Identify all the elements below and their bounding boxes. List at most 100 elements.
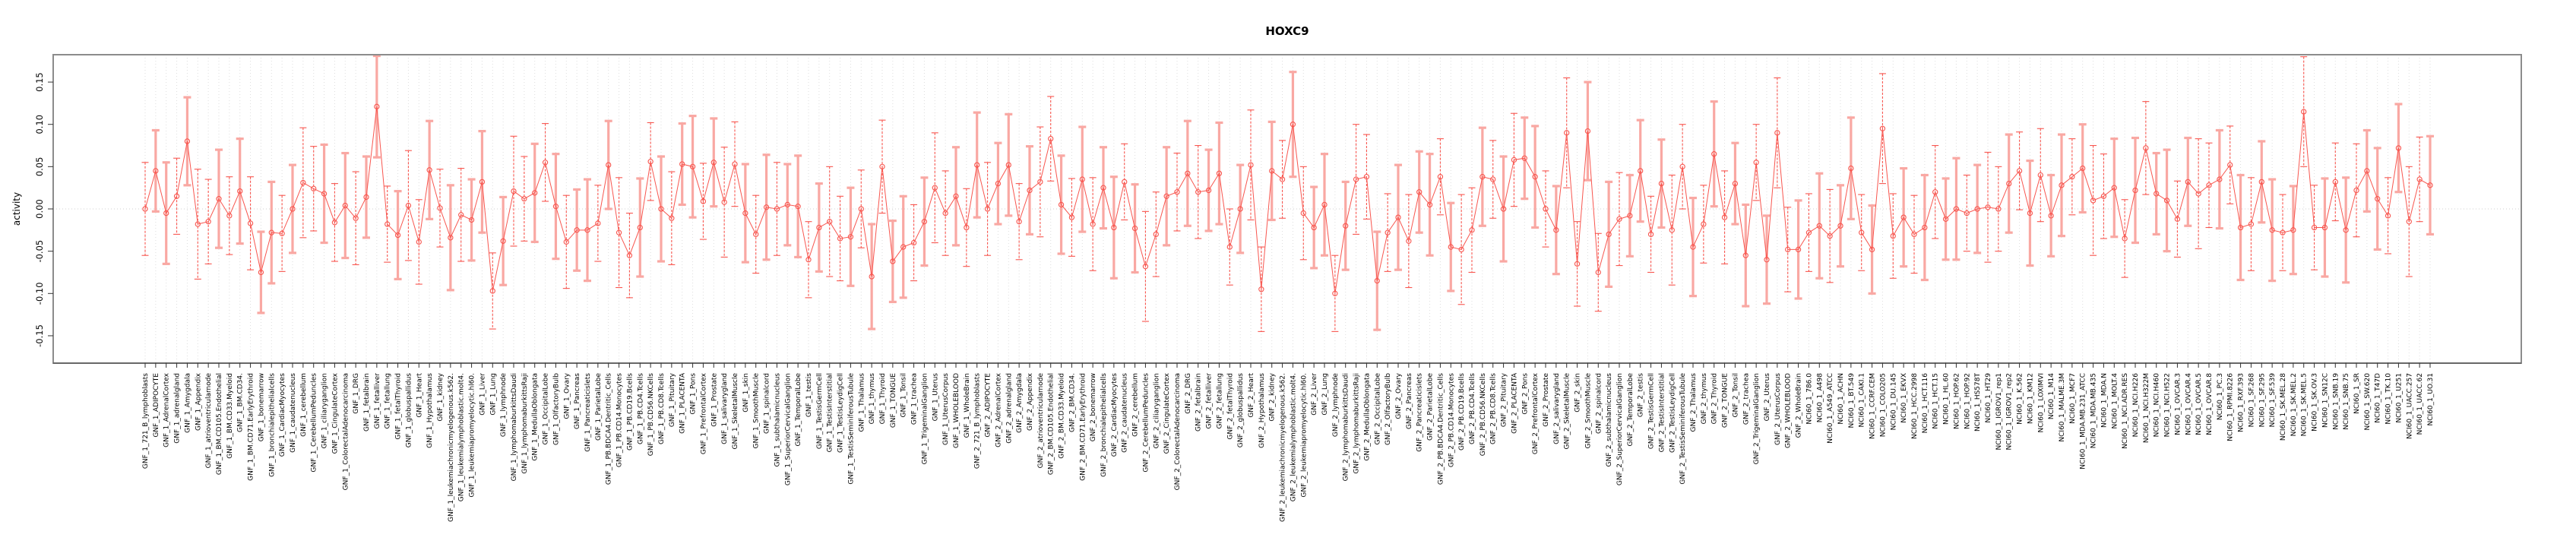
x-tick-label: NCI60_1_LOXIMVI (2037, 373, 2045, 432)
x-tick-label: GNF_1_BM.CD71.EarlyErythroid (248, 373, 255, 481)
y-tick-label: 0.05 (34, 157, 45, 177)
x-tick-label: GNF_1_trachea (911, 373, 919, 425)
x-tick-label: NCI60_1_HCT.15 (1932, 373, 1940, 429)
x-tick-label: GNF_2_TestisLeydigCell (1669, 373, 1676, 453)
x-tick-label: NCI60_1_SNB.19 (2332, 373, 2340, 430)
x-tick-label: GNF_2_salivarygland (1553, 373, 1561, 444)
x-tick-label: GNF_2_CardiacMyocytes (1111, 373, 1119, 457)
x-tick-label: GNF_2_TestisSeminiferousTubule (1679, 373, 1687, 485)
data-point (552, 204, 559, 210)
x-tick-label: GNF_2_globuspallidus (1237, 373, 1245, 448)
x-tick-label: GNF_2_spinalcord (1595, 373, 1603, 434)
data-point (258, 269, 264, 276)
data-point (890, 258, 896, 264)
x-tick-label: NCI60_1_SK.MEL.28 (2280, 373, 2287, 441)
data-point (1774, 130, 1780, 136)
x-tick-label: GNF_1_Pons (690, 373, 698, 415)
x-tick-label: GNF_1_TestisSeminiferousTubule (847, 373, 855, 485)
x-tick-label: NCI60_1_SK.MEL.2 (2290, 373, 2298, 436)
x-tick-label: GNF_1_leukemiapromyelocytic.hl60. (469, 373, 476, 498)
x-tick-label: GNF_2_OccipitalLobe (1374, 373, 1381, 445)
x-tick-label: GNF_2_PB.CD19.Bcells (1458, 373, 1466, 451)
data-point (279, 230, 285, 236)
data-point (942, 210, 948, 217)
x-tick-label: GNF_1_Pituitary (669, 372, 676, 427)
x-tick-label: GNF_1_testis (805, 373, 813, 417)
data-point (1985, 204, 1991, 210)
data-point (1658, 180, 1665, 187)
x-tick-label: GNF_1_SmoothMuscle (753, 373, 761, 449)
x-tick-label: GNF_2_BM.CD34. (1068, 373, 1076, 432)
data-point (1879, 125, 1886, 131)
x-tick-label: GNF_2_lymphomaburkittsDaudi (1343, 373, 1350, 481)
x-tick-label: NCI60_1_M14 (2048, 373, 2055, 419)
data-point (1079, 176, 1085, 182)
x-tick-label: NCI60_1_MALME.3M (2059, 373, 2066, 442)
data-point (2154, 191, 2160, 197)
data-point (847, 234, 854, 240)
data-point (2301, 109, 2307, 115)
x-tick-label: GNF_2_CingulateCortex (1163, 372, 1171, 454)
data-point (1584, 128, 1591, 134)
data-point (195, 221, 201, 227)
data-point (1343, 223, 1349, 229)
data-point (1543, 206, 1549, 212)
data-point (1890, 232, 1896, 239)
data-point (153, 168, 159, 174)
x-tick-label: NCI60_1_NCI.H522 (2164, 373, 2172, 437)
data-point (1163, 193, 1169, 199)
x-tick-label: GNF_1_bronchialepithelialcells (268, 373, 276, 477)
x-tick-label: GNF_2_ParietalLobe (1427, 373, 1435, 441)
data-point (784, 201, 790, 208)
data-point (710, 160, 717, 166)
y-axis-ticks-and-labels: 0.15 0.10 0.05 0.00 -0.05 -0.10 -0.15 (34, 72, 53, 347)
data-point (1679, 163, 1685, 169)
x-tick-label: GNF_1_PB.CD4.Tcells (637, 373, 644, 444)
data-point (1753, 160, 1759, 166)
data-point (1300, 210, 1306, 217)
x-tick-label: GNF_1_Uterus (932, 373, 939, 422)
x-tick-label: GNF_1_caudatenucleus (290, 373, 297, 453)
x-tick-label: GNF_2_Pancreaticislets (1416, 373, 1424, 452)
data-point (1100, 185, 1106, 191)
data-point (1237, 206, 1243, 212)
data-point (1690, 244, 1696, 250)
x-tick-label: GNF_1_ColorectalAdenocarcinoma (342, 373, 350, 490)
data-point (163, 210, 169, 217)
data-point (2237, 224, 2244, 231)
x-tick-label: GNF_2_atrioventricularnode (1037, 373, 1045, 469)
data-point (2217, 176, 2223, 182)
data-point (353, 215, 359, 221)
x-tick-label: GNF_2_TestisInterstitial (1658, 373, 1666, 452)
data-point (1068, 214, 1075, 220)
x-tick-label: GNF_2_Prostate (1543, 373, 1550, 427)
x-tick-label: NCI60_1_KM12 (2027, 373, 2034, 424)
data-point (363, 194, 369, 201)
data-point (216, 195, 222, 202)
x-tick-label: GNF_2_BM.CD105.Endothelial (1048, 373, 1055, 475)
x-tick-label: GNF_1_WHOLEBLOOD (953, 373, 960, 448)
x-tick-label: GNF_1_PrefrontalCortex (700, 372, 707, 454)
data-point (2016, 168, 2023, 174)
data-point (1732, 180, 1739, 187)
data-point (321, 191, 328, 197)
x-tick-label: GNF_1_kidney (437, 372, 445, 421)
data-point (2037, 172, 2043, 179)
x-tick-label: GNF_2_Thalamus (1690, 373, 1698, 432)
data-point (995, 180, 1002, 187)
x-tick-label: NCI60_1_RPMI.8226 (2227, 373, 2235, 441)
data-point (2090, 198, 2097, 204)
x-tick-label: NCI60_1_NCI.H226 (2132, 373, 2140, 438)
x-tick-label: NCI60_1_HCC.2998 (1911, 373, 1919, 439)
data-point (837, 236, 843, 242)
data-point (2332, 179, 2338, 185)
data-point (1311, 224, 1317, 231)
x-tick-label: GNF_1_BM.CD34. (237, 373, 245, 432)
data-point (1058, 201, 1065, 208)
data-point (237, 188, 243, 194)
data-point (658, 206, 664, 212)
data-point (2027, 210, 2033, 217)
data-point (2195, 191, 2201, 197)
x-tick-label: GNF_1_TestisLeydigCell (837, 373, 845, 453)
activity-series-line (144, 106, 2431, 294)
